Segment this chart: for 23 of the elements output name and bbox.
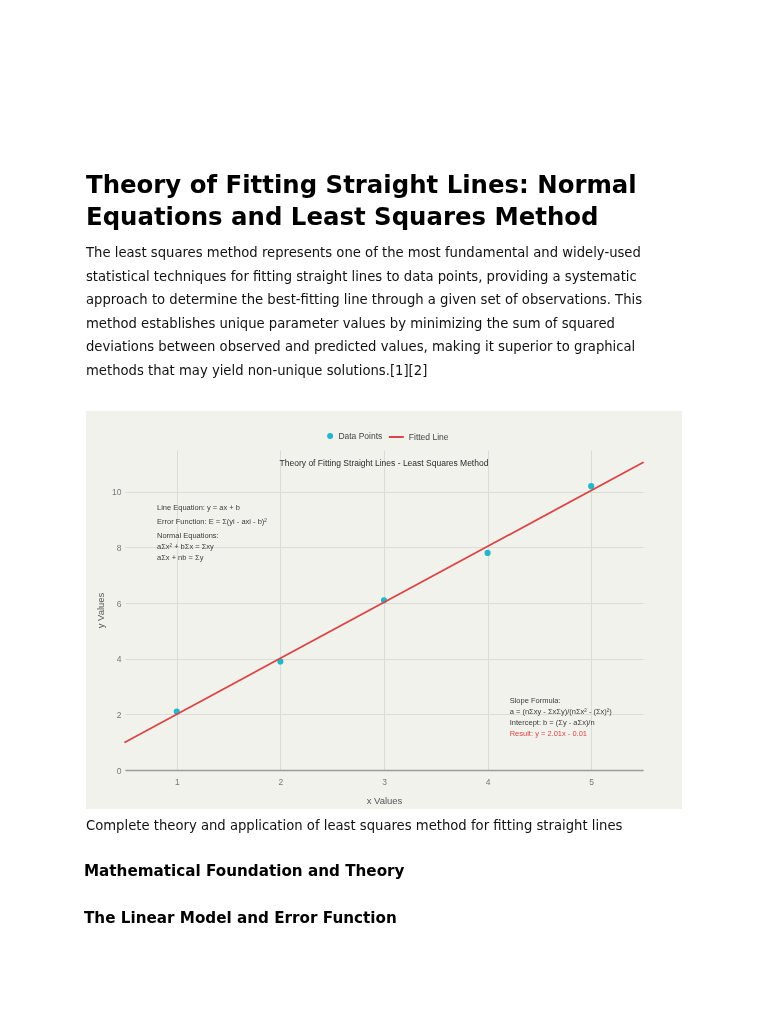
point xyxy=(588,483,595,490)
y-axis-title: y Values xyxy=(94,592,106,629)
y-tick-label: 2 xyxy=(116,709,122,720)
y-tick-label: 6 xyxy=(116,598,122,609)
text: The least squares method represents one of the most fundamental and widely-used statistical techniques for fitting straight lines to data points, providing a systematic approach to determine the best-fitting line through a given set of observations. This method establishes unique parameter values by minimizing the sum of squared deviations between observed and predicted values, making it superior to graphical methods that may yield non-unique solutions.[1][2] xyxy=(85,245,643,378)
legend-label: Fitted Line xyxy=(408,432,449,442)
y-tick-label: 8 xyxy=(116,542,122,553)
y-tick-label: 4 xyxy=(116,654,122,665)
x-tick-label: 5 xyxy=(589,776,595,787)
text: Theory of Fitting Straight Lines: Normal Equations and Least Squares Method xyxy=(86,170,637,231)
x-tick-label: 3 xyxy=(382,776,388,787)
x-tick-label: 1 xyxy=(174,776,180,787)
text: Complete theory and application of least squares method for fitting straight lines xyxy=(86,818,623,833)
x-tick-label: 2 xyxy=(278,776,284,787)
point xyxy=(484,549,491,557)
text: Mathematical Foundation and Theory xyxy=(84,862,405,880)
y-tick-label: 0 xyxy=(116,765,122,776)
y-tick-label: 10 xyxy=(112,487,122,498)
legend-label: Data Points xyxy=(338,431,383,441)
text: Theory of Fitting Straight Lines - Least Squares Method xyxy=(279,457,489,468)
text: The Linear Model and Error Function xyxy=(84,909,397,927)
x-axis-title: x Values xyxy=(366,794,403,806)
x-tick-label: 4 xyxy=(485,776,491,787)
